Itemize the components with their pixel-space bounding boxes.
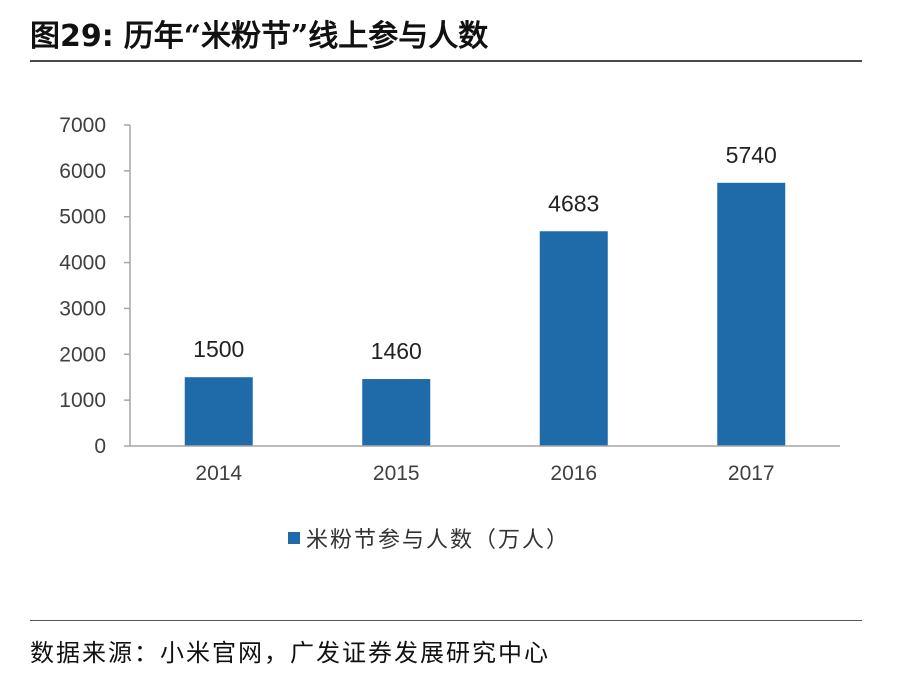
bar-2015 xyxy=(362,379,431,446)
data-label: 1460 xyxy=(371,338,422,364)
bar-2016 xyxy=(539,231,608,446)
x-tick-label: 2016 xyxy=(550,462,597,485)
y-axis: 0 1000 2000 3000 4000 5000 6000 7000 xyxy=(59,114,131,458)
x-tick-label: 2015 xyxy=(373,462,420,485)
bar-2017 xyxy=(717,182,786,446)
data-label: 1500 xyxy=(193,336,244,362)
legend-label: 米粉节参与人数（万人） xyxy=(306,528,571,553)
y-tick-label: 0 xyxy=(94,435,106,458)
bars: 1500 1460 4683 5740 xyxy=(184,142,786,446)
y-tick-label: 7000 xyxy=(59,114,106,137)
x-tick-label: 2017 xyxy=(728,462,775,485)
y-tick-label: 6000 xyxy=(59,160,106,183)
y-tick-label: 4000 xyxy=(59,252,106,275)
legend: 米粉节参与人数（万人） xyxy=(288,522,570,554)
source-note: 数据来源：小米官网，广发证券发展研究中心 xyxy=(30,638,550,667)
bottom-rule xyxy=(30,620,862,621)
data-label: 4683 xyxy=(548,190,599,216)
figure-header: 图29: 历年“米粉节”线上参与人数 xyxy=(30,8,488,58)
bar-2014 xyxy=(184,377,253,446)
y-tick-label: 5000 xyxy=(59,206,106,229)
y-tick-label: 3000 xyxy=(59,297,106,320)
y-tick-label: 2000 xyxy=(59,343,106,366)
x-axis: 2014 2015 2016 2017 xyxy=(130,445,840,485)
y-tick-label: 1000 xyxy=(59,389,106,412)
x-tick-label: 2014 xyxy=(195,462,242,485)
figure-title: 历年“米粉节”线上参与人数 xyxy=(123,19,489,54)
legend-swatch xyxy=(288,532,300,544)
top-rule xyxy=(30,60,862,62)
figure-label: 图29: xyxy=(30,19,114,54)
data-label: 5740 xyxy=(726,142,777,168)
